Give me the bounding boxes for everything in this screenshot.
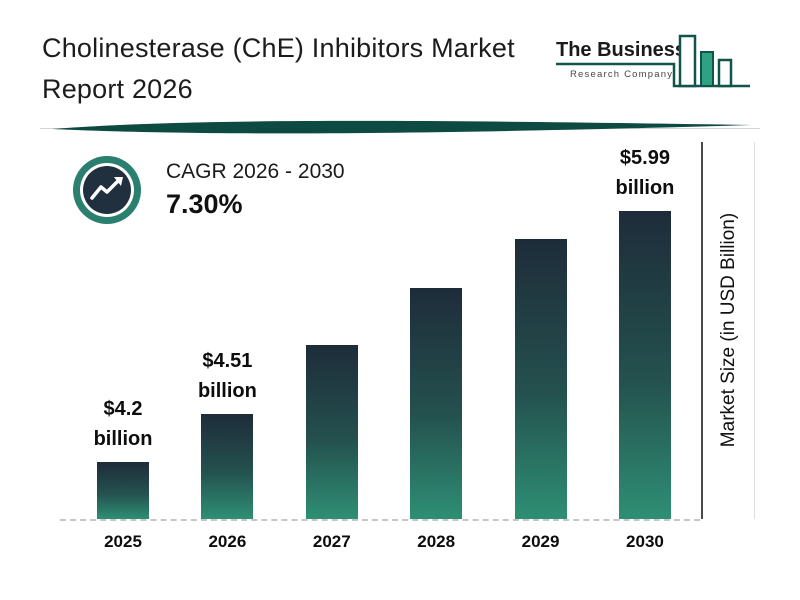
growth-trend-icon [73,156,141,224]
y-axis-secondary-line [754,142,755,519]
bar-column-2027 [305,337,359,519]
x-axis-label-2027: 2027 [312,532,351,551]
x-axis-labels: 2025 2026 2027 2028 2029 2030 [96,532,672,552]
cagr-value: 7.30% [166,189,243,219]
bar-value-label: $4.2 billion [93,398,153,450]
x-axis-label-2030: 2030 [626,532,664,551]
company-logo-graphic: The Business Research Company [556,34,750,88]
bar-value-label: $5.99 billion [615,147,675,199]
cagr-label: CAGR 2026 - 2030 [166,160,345,183]
cagr-badge: CAGR 2026 - 2030 7.30% [70,153,345,227]
bar-2029 [514,239,567,519]
bar-column-2026: $4.51 billion [197,346,257,519]
logo-name-text: The Business [556,39,686,61]
y-axis-line [701,142,703,519]
bar-2025 [97,462,149,519]
page-title: Cholinesterase (ChE) Inhibitors Market R… [42,28,515,110]
cagr-text-block: CAGR 2026 - 2030 7.30% [166,160,345,220]
bar-column-2030: $5.99 billion [615,143,675,519]
divider-swoosh [40,120,760,134]
logo-subname-text: Research Company [570,69,673,80]
bar-column-2025: $4.2 billion [93,394,153,519]
x-axis-label-2029: 2029 [521,532,560,551]
company-logo: The Business Research Company [556,32,752,111]
logo-bars-icon [556,34,750,88]
bar-chart: $4.2 billion $4.51 billion $5.99 billion [93,143,675,519]
x-axis-label-2025: 2025 [104,532,142,551]
bar-2027 [305,345,358,519]
page-title-line1: Cholinesterase (ChE) Inhibitors Market [42,33,515,63]
x-axis-label-2028: 2028 [417,532,456,551]
bar-column-2028 [409,280,463,519]
bar-value-label: $4.51 billion [197,350,257,402]
bar-2026 [201,414,254,519]
y-axis-title: Market Size (in USD Billion) [718,212,739,448]
x-axis-label-2026: 2026 [208,532,247,551]
x-axis-baseline [60,519,700,521]
page-title-line2: Report 2026 [42,74,193,104]
bar-column-2029 [514,231,568,519]
bar-2030 [618,211,671,519]
bar-2028 [410,288,463,519]
